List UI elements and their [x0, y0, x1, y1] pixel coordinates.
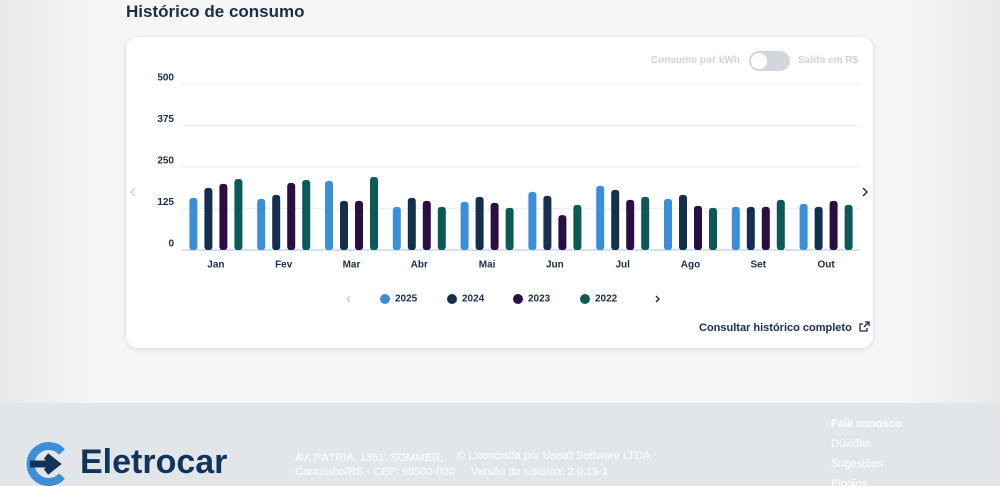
section-title: Histórico de consumo — [126, 2, 305, 21]
toggle-label[interactable]: Consumo por kWh — [651, 55, 740, 66]
x-tick-label: Fev — [275, 260, 293, 271]
x-tick-label: Ago — [681, 260, 700, 271]
bar — [746, 206, 755, 250]
address-line: AV. PÁTRIA, 1351, SOMMER, — [295, 452, 443, 464]
bar — [596, 185, 605, 250]
bar — [204, 187, 213, 250]
toggle-switch[interactable] — [749, 51, 790, 71]
bar — [437, 206, 446, 250]
bar — [709, 207, 717, 250]
bar — [475, 196, 484, 250]
y-tick-label: 250 — [157, 156, 174, 167]
bar — [611, 189, 620, 250]
bar — [340, 200, 348, 250]
bar — [325, 180, 333, 250]
toggle-knob — [751, 53, 767, 69]
y-tick-label: 125 — [157, 197, 174, 208]
footer — [0, 403, 1000, 486]
bar — [490, 202, 499, 250]
license: © Licenciada por Useall Software LTDA Ve… — [457, 449, 650, 479]
bar — [844, 204, 853, 250]
bar — [234, 178, 243, 250]
footer-link[interactable]: Fale conosco — [831, 418, 902, 430]
x-tick-label: Jun — [546, 260, 564, 271]
bar — [814, 206, 823, 250]
x-tick-label: Set — [751, 260, 767, 271]
x-tick-label: Mai — [479, 260, 496, 271]
legend-label: 2023 — [528, 294, 551, 305]
bar — [219, 183, 228, 250]
legend-label: 2024 — [462, 294, 485, 305]
bar — [370, 176, 378, 250]
x-tick-label: Mar — [343, 260, 361, 271]
bar — [189, 197, 198, 250]
y-tick-label: 500 — [157, 73, 174, 84]
bar — [355, 200, 363, 250]
brand-logo — [26, 442, 65, 486]
bar — [528, 191, 537, 250]
version-line: Versão do sistema: 2.0.19-1 — [471, 466, 608, 478]
legend-prev[interactable] — [346, 295, 351, 303]
x-tick-label: Abr — [411, 260, 428, 271]
x-tick-label: Out — [817, 260, 835, 271]
bar — [272, 194, 281, 250]
history-link[interactable]: Consultar histórico completo — [699, 321, 870, 334]
address-line: Carazinho/RS - CEP: 99500-000 — [295, 466, 455, 478]
bar — [287, 182, 296, 250]
y-tick-label: 0 — [168, 239, 174, 250]
legend-label: 2025 — [395, 294, 418, 305]
bar — [829, 200, 838, 250]
bar — [407, 197, 416, 250]
bar — [460, 201, 469, 250]
bar — [573, 204, 582, 250]
license-line: © Licenciada por Useall Software LTDA — [457, 450, 651, 462]
bar — [422, 200, 431, 250]
external-icon — [859, 321, 870, 332]
bar — [776, 199, 785, 250]
bar — [543, 195, 552, 250]
bar — [664, 198, 672, 250]
legend-swatch — [513, 294, 523, 304]
chart: 0 125 250 375 500 Jan Fev Mar Abr Mai Jun Jul Ago Set… — [130, 73, 868, 305]
brand-name: Eletrocar — [80, 443, 228, 481]
address: AV. PÁTRIA, 1351, SOMMER, Carazinho/RS -… — [295, 451, 455, 479]
bar — [761, 206, 770, 250]
bar — [731, 206, 740, 250]
x-tick-label: Jan — [207, 260, 224, 271]
footer-link[interactable]: Sugestões — [831, 458, 883, 470]
link-text[interactable]: Consultar histórico completo — [699, 322, 852, 334]
bar — [505, 207, 514, 250]
x-tick-label: Jul — [615, 260, 630, 271]
bar — [558, 215, 567, 250]
bar — [257, 198, 266, 250]
legend-label: 2022 — [595, 294, 618, 305]
bar — [694, 205, 702, 250]
legend-swatch — [447, 294, 457, 304]
bar — [641, 196, 650, 250]
prev-arrow[interactable] — [130, 187, 136, 197]
bar — [626, 199, 635, 250]
footer-link[interactable]: Dúvidas — [831, 438, 871, 450]
toggle-label[interactable]: Saldo em R$ — [798, 55, 859, 66]
legend-swatch — [580, 294, 590, 304]
license-text: Licenciada por Useall Software LTDA — [468, 450, 651, 462]
bar — [302, 179, 311, 250]
bar — [679, 194, 687, 250]
legend-swatch — [380, 294, 390, 304]
legend-next[interactable] — [655, 295, 660, 303]
bar — [799, 203, 808, 250]
footer-link[interactable]: Elogios — [831, 478, 868, 486]
chart-card — [126, 37, 873, 348]
y-tick-label: 375 — [157, 114, 174, 125]
bar — [392, 206, 401, 250]
next-arrow[interactable] — [862, 187, 868, 197]
